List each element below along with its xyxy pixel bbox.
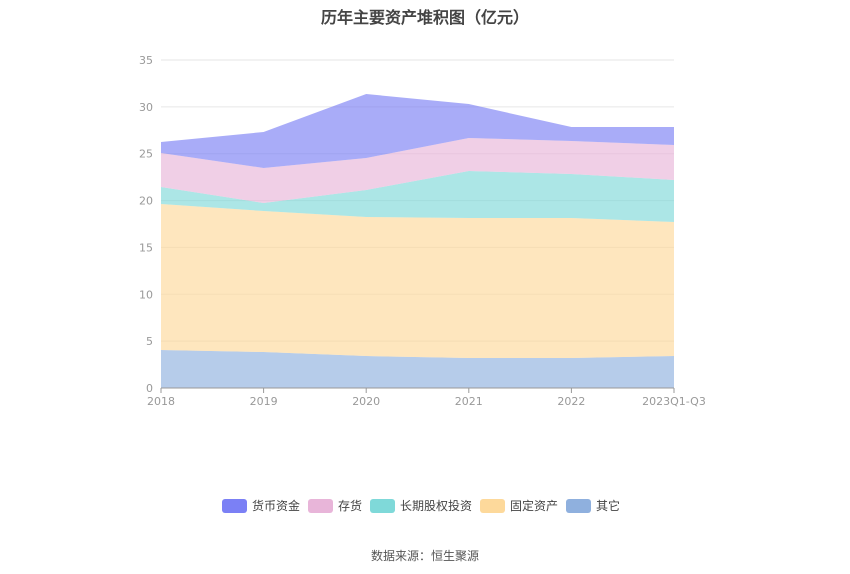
y-tick-label: 0 xyxy=(146,382,153,395)
legend-swatch xyxy=(370,499,395,513)
area-货币资金 xyxy=(161,94,674,168)
legend-label: 固定资产 xyxy=(510,498,558,513)
y-tick-label: 20 xyxy=(139,195,153,208)
chart-title: 历年主要资产堆积图（亿元） xyxy=(320,8,529,27)
area-其它 xyxy=(161,350,674,388)
legend-swatch xyxy=(480,499,505,513)
legend-label: 存货 xyxy=(338,498,362,513)
area-长期股权投资 xyxy=(161,170,674,223)
x-tick-label: 2022 xyxy=(557,395,585,408)
legend-swatch xyxy=(308,499,333,513)
x-tick-label: 2020 xyxy=(352,395,380,408)
y-tick-label: 35 xyxy=(139,54,153,67)
legend-swatch xyxy=(566,499,591,513)
y-tick-label: 25 xyxy=(139,148,153,161)
data-source: 数据来源：恒生聚源 xyxy=(370,549,479,563)
y-tick-label: 10 xyxy=(139,288,153,301)
y-tick-label: 15 xyxy=(139,241,153,254)
area-固定资产 xyxy=(161,204,674,359)
legend-label: 长期股权投资 xyxy=(400,498,472,513)
x-tick-label: 2023Q1-Q3 xyxy=(642,395,706,408)
area-存货 xyxy=(161,137,674,204)
y-tick-label: 30 xyxy=(139,101,153,114)
legend-label: 其它 xyxy=(596,498,620,513)
y-tick-label: 5 xyxy=(146,335,153,348)
legend-swatch xyxy=(222,499,247,513)
x-tick-label: 2018 xyxy=(147,395,175,408)
x-tick-label: 2019 xyxy=(250,395,278,408)
legend-label: 货币资金 xyxy=(252,498,300,513)
x-tick-label: 2021 xyxy=(455,395,483,408)
